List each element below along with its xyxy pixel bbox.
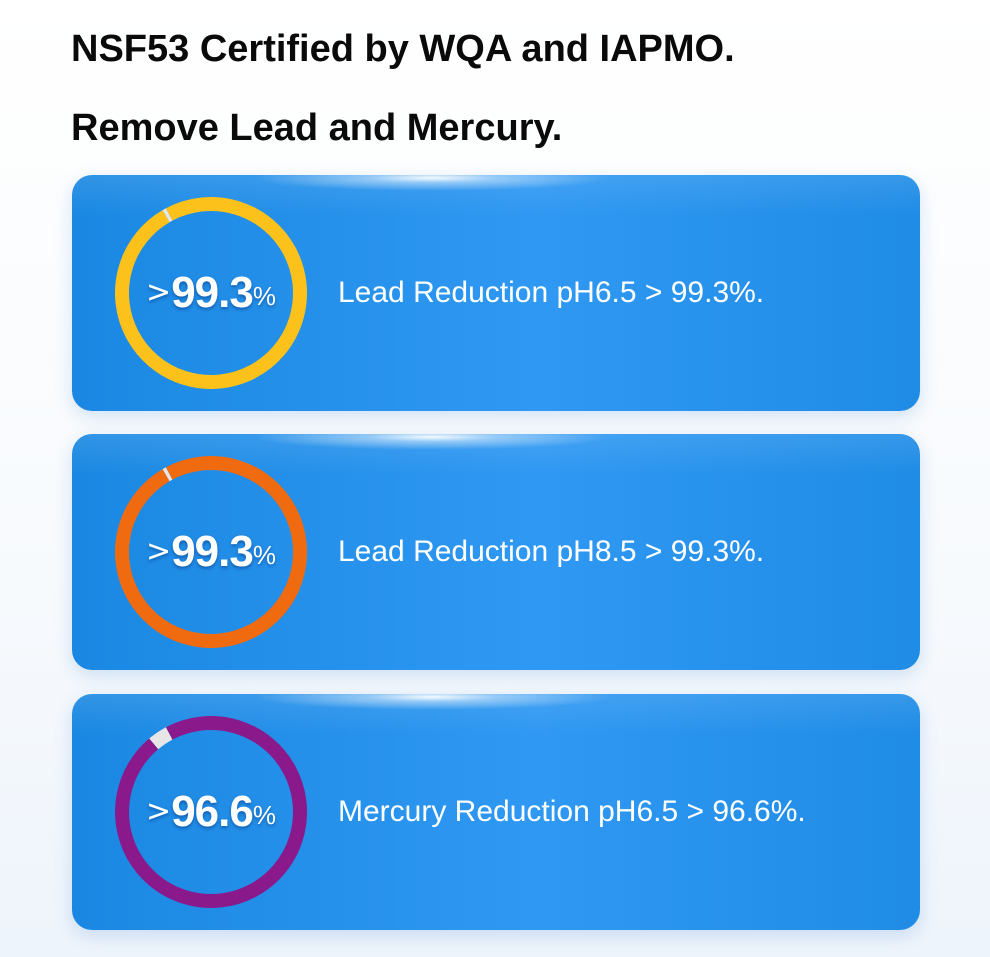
ring-prefix: > <box>146 275 172 310</box>
heading-remove: Remove Lead and Mercury. <box>71 107 563 149</box>
card-lead-ph65: > 99.3 % Lead Reduction pH6.5 > 99.3%. <box>72 175 920 411</box>
ring-value: > 99.3 % <box>115 197 307 389</box>
ring-suffix: % <box>252 281 276 311</box>
progress-ring: > 96.6 % <box>115 716 307 908</box>
card-description: Lead Reduction pH8.5 > 99.3%. <box>338 535 765 568</box>
ring-number: 99.3 <box>171 527 254 576</box>
ring-gap <box>115 197 307 389</box>
ring-value: > 99.3 % <box>115 456 307 648</box>
progress-ring-graphic <box>115 716 307 908</box>
progress-ring-graphic <box>115 456 307 648</box>
ring-prefix: > <box>146 534 172 569</box>
ring-gap <box>115 716 307 908</box>
progress-ring: > 99.3 % <box>115 456 307 648</box>
card-lead-ph85: > 99.3 % Lead Reduction pH8.5 > 99.3%. <box>72 434 920 670</box>
card-description: Mercury Reduction pH6.5 > 96.6%. <box>338 795 806 828</box>
progress-ring: > 99.3 % <box>115 197 307 389</box>
ring-suffix: % <box>252 540 276 570</box>
card-description: Lead Reduction pH6.5 > 99.3%. <box>338 276 765 309</box>
ring-prefix: > <box>146 794 172 829</box>
ring-number: 99.3 <box>171 268 254 317</box>
heading-certification: NSF53 Certified by WQA and IAPMO. <box>71 28 735 70</box>
progress-ring-graphic <box>115 197 307 389</box>
ring-number: 96.6 <box>171 787 254 836</box>
ring-gap <box>115 456 307 648</box>
ring-suffix: % <box>252 800 276 830</box>
ring-value: > 96.6 % <box>115 716 307 908</box>
card-mercury-ph65: > 96.6 % Mercury Reduction pH6.5 > 96.6%… <box>72 694 920 930</box>
